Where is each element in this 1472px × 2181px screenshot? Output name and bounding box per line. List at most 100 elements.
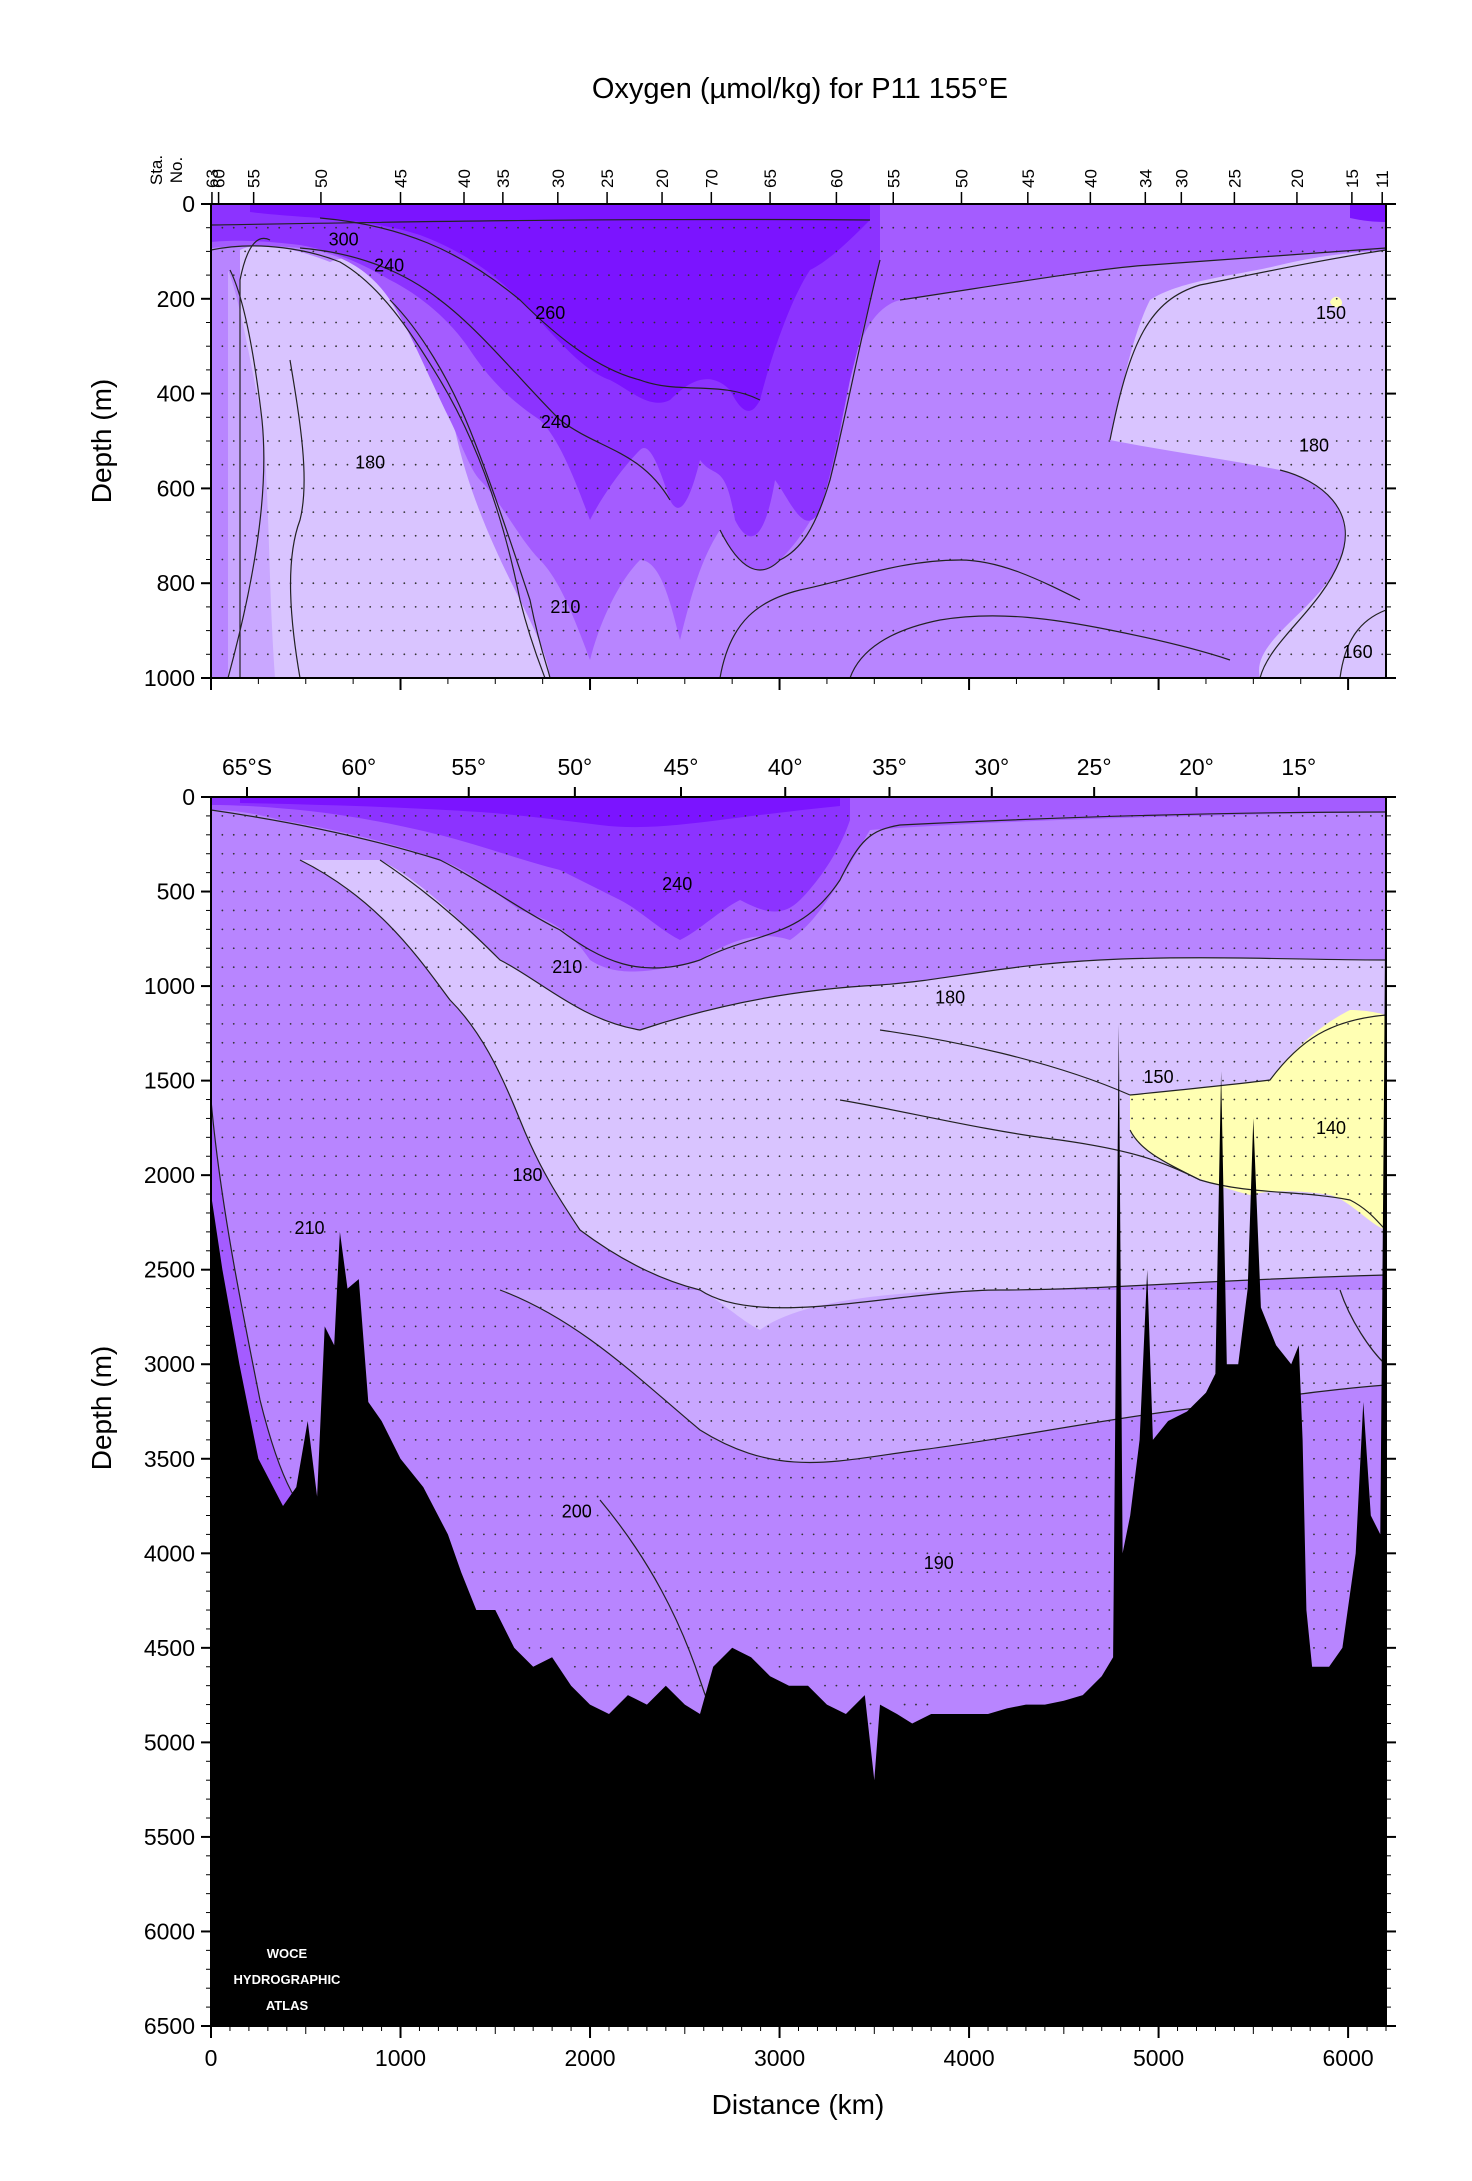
sample-dot: [630, 947, 633, 950]
sample-dot: [517, 1022, 519, 1025]
sample-dot: [619, 1136, 622, 1139]
sample-dot: [1188, 1117, 1190, 1120]
sample-dot: [801, 1230, 804, 1233]
sample-dot: [380, 416, 383, 419]
sample-dot: [1040, 1230, 1042, 1233]
sample-dot: [1199, 871, 1202, 874]
sample-dot: [1278, 629, 1281, 632]
sample-dot: [801, 1098, 804, 1101]
sample-dot: [1188, 909, 1190, 912]
sample-dot: [505, 909, 508, 912]
sample-dot: [801, 226, 804, 229]
sample-dot: [1017, 1325, 1020, 1328]
sample-dot: [1119, 534, 1122, 537]
sample-dot: [1188, 1268, 1190, 1271]
sample-dot: [266, 1249, 269, 1252]
sample-dot: [960, 226, 963, 229]
sample-dot: [1347, 1230, 1349, 1233]
sample-dot: [278, 250, 281, 253]
sample-dot: [573, 909, 576, 912]
sample-dot: [1233, 629, 1236, 632]
sample-dot: [1233, 928, 1236, 931]
sample-dot: [232, 416, 235, 419]
sample-dot: [392, 511, 394, 513]
sample-dot: [323, 985, 326, 987]
sample-dot: [1017, 345, 1020, 348]
sample-dot: [369, 1268, 372, 1271]
sample-dot: [312, 1230, 315, 1233]
sample-dot: [926, 947, 929, 950]
sample-dot: [1017, 1022, 1020, 1025]
sample-dot: [1119, 852, 1122, 855]
sample-dot: [335, 966, 337, 969]
sample-dot: [266, 1287, 269, 1290]
sample-dot: [426, 1041, 428, 1044]
sample-dot: [915, 852, 917, 855]
sample-dot: [755, 1287, 758, 1290]
sample-dot: [608, 1136, 610, 1139]
sample-dot: [414, 1212, 417, 1214]
sample-dot: [1222, 321, 1224, 324]
sample-dot: [1006, 1022, 1008, 1025]
sample-dot: [1119, 909, 1122, 912]
sample-dot: [414, 1325, 417, 1328]
sample-dot: [437, 1230, 440, 1233]
sample-dot: [1074, 833, 1077, 836]
sample-dot: [1222, 1022, 1224, 1025]
sample-dot: [687, 871, 690, 874]
sample-dot: [1085, 606, 1088, 608]
sample-dot: [551, 582, 554, 585]
sample-dot: [971, 852, 974, 855]
sample-dot: [971, 511, 974, 513]
sample-dot: [994, 463, 997, 466]
sample-dot: [414, 815, 417, 817]
sample-dot: [824, 511, 826, 513]
sample-dot: [1381, 833, 1384, 836]
sample-dot: [1222, 226, 1224, 229]
sample-dot: [255, 345, 258, 348]
sample-dot: [1278, 852, 1281, 855]
sample-dot: [1210, 1079, 1213, 1082]
sample-dot: [562, 1155, 565, 1158]
sample-dot: [1085, 833, 1088, 836]
sample-dot: [1153, 558, 1156, 561]
sample-dot: [858, 1022, 861, 1025]
sample-dot: [301, 890, 303, 893]
sample-dot: [1278, 511, 1281, 513]
sample-dot: [437, 369, 440, 371]
sample-dot: [790, 1041, 792, 1044]
sample-dot: [1051, 511, 1054, 513]
sample-dot: [619, 1287, 622, 1290]
sample-dot: [528, 1287, 531, 1290]
sample-dot: [1210, 250, 1213, 253]
sample-dot: [448, 1022, 451, 1025]
sample-dot: [1278, 534, 1281, 537]
sample-dot: [1381, 321, 1384, 324]
sample-dot: [1176, 1060, 1179, 1063]
sample-dot: [289, 815, 292, 817]
sample-dot: [846, 1268, 849, 1271]
sample-dot: [869, 369, 872, 371]
sample-dot: [551, 985, 554, 987]
sample-dot: [1347, 871, 1349, 874]
sample-dot: [414, 274, 417, 276]
sample-dot: [903, 463, 906, 466]
sample-dot: [676, 629, 679, 632]
sample-dot: [926, 250, 929, 253]
sample-dot: [255, 511, 258, 513]
sample-dot: [323, 1041, 326, 1044]
sample-dot: [812, 534, 815, 537]
sample-dot: [767, 653, 770, 656]
sample-dot: [744, 534, 747, 537]
sample-dot: [664, 890, 667, 893]
sample-dot: [403, 1117, 406, 1120]
sample-dot: [664, 985, 667, 987]
sample-dot: [346, 463, 349, 466]
sample-dot: [812, 985, 815, 987]
sample-dot: [1290, 1174, 1293, 1177]
sample-dot: [1108, 1174, 1111, 1177]
sample-dot: [1006, 1041, 1008, 1044]
sample-dot: [1210, 1249, 1213, 1252]
sample-dot: [1188, 1230, 1190, 1233]
sample-dot: [744, 871, 747, 874]
